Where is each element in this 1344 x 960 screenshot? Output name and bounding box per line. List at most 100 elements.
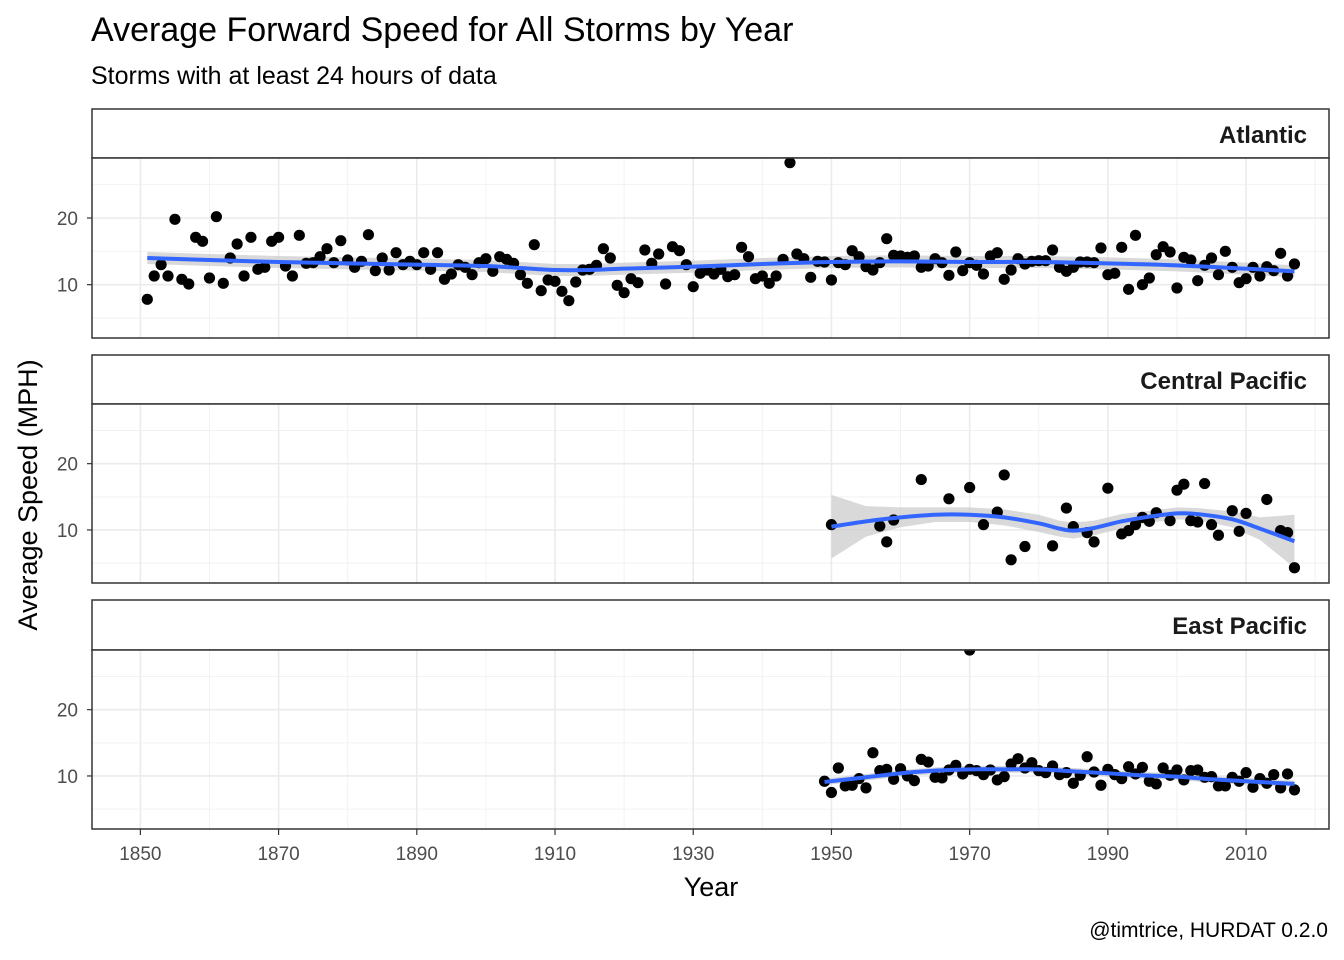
panel-east-pacific: East Pacific 10 20 — [57, 599, 1330, 830]
data-point — [521, 277, 533, 289]
data-point — [881, 536, 893, 548]
data-point — [908, 250, 920, 262]
data-point — [1122, 283, 1135, 295]
data-point — [604, 252, 616, 264]
data-point — [977, 519, 990, 531]
data-point — [1254, 270, 1266, 282]
facet-strip — [91, 599, 1330, 651]
panel-border — [91, 403, 1330, 584]
data-point — [1281, 270, 1294, 282]
data-point — [369, 265, 381, 277]
data-point — [735, 241, 748, 253]
panel-background — [92, 650, 1329, 829]
data-point — [1102, 482, 1114, 494]
data-point — [881, 763, 893, 775]
data-point — [908, 775, 920, 787]
data-point — [480, 253, 492, 265]
data-point — [1046, 244, 1059, 256]
data-point — [1005, 264, 1017, 276]
smooth-trend-line — [824, 767, 1295, 786]
facet-strip — [91, 108, 1330, 159]
data-point — [1143, 272, 1155, 284]
panel-border — [91, 649, 1330, 830]
data-point — [1192, 275, 1204, 287]
data-point — [549, 275, 561, 287]
data-point — [169, 213, 181, 225]
data-point — [659, 278, 672, 290]
data-point — [756, 270, 768, 282]
data-point-outlier — [964, 650, 976, 656]
data-point — [729, 269, 741, 281]
panel-marks — [141, 158, 1301, 307]
data-point — [196, 235, 209, 247]
data-point — [611, 279, 623, 291]
data-point — [335, 235, 347, 247]
data-point — [286, 270, 299, 282]
data-point — [943, 493, 955, 505]
data-point — [915, 473, 927, 486]
x-tick-label: 1930 — [672, 844, 714, 865]
data-point — [964, 481, 976, 494]
data-point — [1281, 768, 1294, 780]
data-point — [1205, 252, 1218, 264]
y-tick-label: 20 — [57, 701, 78, 722]
data-point — [1150, 249, 1162, 261]
data-point — [653, 248, 665, 260]
data-point — [1095, 779, 1107, 791]
x-tick-label: 1990 — [1087, 844, 1129, 865]
x-tick-label: 1910 — [534, 844, 576, 865]
data-point — [742, 251, 755, 263]
data-point — [867, 264, 879, 276]
data-point — [860, 782, 872, 794]
data-point — [556, 285, 568, 297]
data-point — [1060, 502, 1072, 514]
data-point — [259, 261, 271, 273]
data-point — [418, 247, 430, 259]
panel-border — [91, 157, 1330, 339]
data-point — [998, 771, 1010, 783]
data-point — [1240, 273, 1252, 285]
data-point — [1240, 507, 1252, 519]
data-point — [1171, 282, 1183, 294]
data-point — [238, 270, 250, 282]
y-axis-title: Average Speed (MPH) — [13, 359, 43, 630]
data-point — [563, 295, 575, 307]
data-point — [1226, 505, 1238, 517]
data-point — [597, 243, 609, 255]
data-point — [466, 269, 478, 281]
data-point — [1136, 279, 1149, 291]
data-point — [936, 772, 948, 784]
data-point — [1281, 527, 1294, 539]
data-point — [770, 270, 782, 282]
data-point — [1212, 269, 1225, 281]
facet-strip-label: Central Pacific — [1140, 368, 1307, 395]
data-point — [1178, 478, 1190, 490]
data-point — [957, 265, 969, 277]
data-point — [1164, 246, 1176, 258]
data-point — [825, 786, 838, 799]
data-point — [162, 270, 174, 282]
data-point — [977, 268, 990, 280]
data-point — [1268, 769, 1280, 781]
data-point — [1185, 254, 1197, 266]
data-point — [148, 270, 160, 282]
data-point — [805, 271, 817, 283]
data-point — [231, 238, 243, 250]
data-point — [763, 277, 775, 289]
chart-subtitle: Storms with at least 24 hours of data — [91, 62, 497, 90]
facet-strip — [91, 354, 1330, 405]
x-tick-label: 2010 — [1225, 844, 1267, 865]
chart-caption: @timtrice, HURDAT 0.2.0 — [1089, 919, 1328, 942]
data-point — [487, 265, 499, 277]
data-point — [1129, 229, 1142, 241]
data-point — [272, 231, 285, 243]
x-axis-title: Year — [684, 872, 739, 902]
data-point — [314, 251, 326, 263]
data-point — [888, 773, 900, 785]
data-point — [528, 239, 540, 251]
data-point — [853, 251, 865, 263]
data-point — [950, 246, 962, 258]
data-point — [832, 762, 844, 774]
